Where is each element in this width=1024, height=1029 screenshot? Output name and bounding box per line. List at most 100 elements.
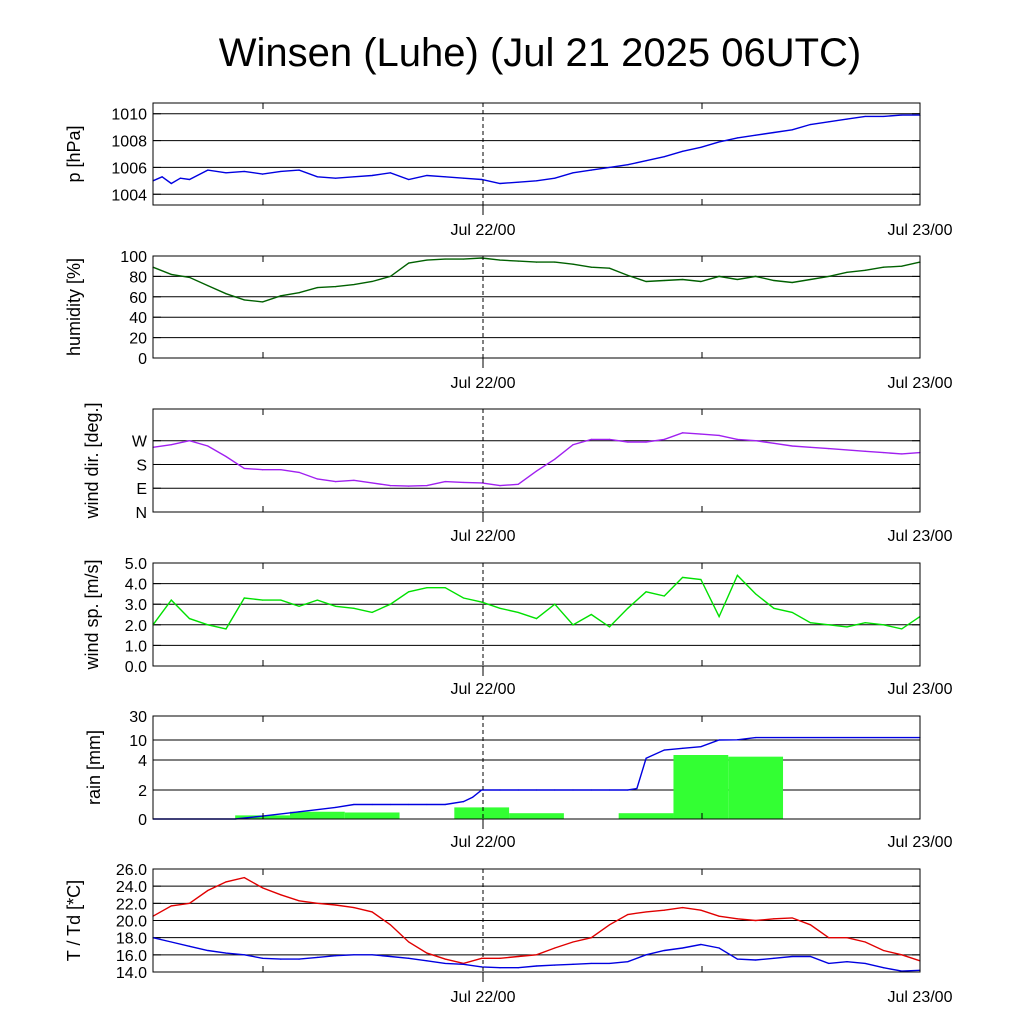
humidity-point [225, 293, 227, 295]
rain-xtick-label: Jul 23/00 [888, 834, 953, 851]
humidity-point [736, 278, 738, 281]
temperature-point [243, 954, 245, 956]
wind_speed-xtick-label: Jul 23/00 [888, 681, 953, 698]
humidity-point [791, 281, 793, 284]
humidity-point [298, 292, 300, 294]
wind_speed-point [517, 611, 519, 614]
rain-bar [344, 812, 400, 819]
pressure-ytick-label: 1008 [111, 134, 147, 151]
temperature-point [736, 958, 738, 960]
temperature-point [170, 941, 172, 943]
humidity-point [901, 265, 903, 267]
pressure-point [517, 181, 519, 183]
temperature-point [663, 909, 665, 911]
humidity-point [882, 266, 885, 268]
rain-point [335, 806, 337, 809]
temperature-point [462, 963, 465, 965]
temperature-point [481, 957, 483, 959]
wind_dir-point [681, 432, 684, 434]
pressure-point [462, 177, 465, 179]
rain-point [535, 789, 538, 791]
wind_dir-point [773, 442, 775, 444]
temperature-point [700, 909, 702, 911]
temperature-point [864, 941, 866, 943]
humidity-point [718, 275, 720, 277]
humidity-xtick-label: Jul 22/00 [451, 375, 516, 392]
wind_dir-point [864, 450, 866, 452]
temperature-point [663, 949, 665, 952]
rain-point [645, 757, 647, 759]
wind_speed-point [608, 626, 611, 628]
temperature-point [371, 911, 373, 913]
rain-point [681, 747, 684, 749]
humidity-point [280, 295, 282, 297]
humidity-ylabel: humidity [%] [64, 258, 84, 356]
humidity-ytick-label: 0 [138, 351, 147, 368]
rain-ylabel: rain [mm] [84, 730, 104, 805]
temperature-point [901, 970, 903, 972]
pressure-point [645, 160, 647, 162]
humidity-series-line [152, 257, 921, 303]
humidity-point [462, 258, 465, 260]
wind_dir-point [718, 434, 720, 437]
temperature-point [408, 957, 410, 959]
wind_dir-ytick-label: S [136, 457, 147, 474]
wind_dir-point [572, 444, 574, 446]
rain-frame [152, 715, 921, 820]
humidity-point [755, 275, 757, 277]
wind_speed-point [773, 607, 775, 609]
temperature-point [426, 952, 428, 954]
wind_speed-point [590, 613, 592, 616]
rain-point [636, 787, 638, 790]
temperature-point [444, 962, 446, 965]
wind_dir-xtick-label: Jul 23/00 [888, 528, 953, 545]
temperature-point [389, 924, 392, 926]
wind_dir-point [207, 445, 209, 447]
wind_speed-ytick-label: 5.0 [125, 556, 147, 573]
rain-point [499, 789, 501, 791]
temperature-point [261, 957, 264, 959]
rain-point [481, 789, 483, 791]
pressure-ytick-label: 1004 [111, 187, 147, 204]
humidity-ytick-label: 80 [129, 269, 147, 286]
temperature-point [828, 962, 830, 965]
wind_speed-point [261, 599, 264, 601]
pressure-point [809, 123, 812, 126]
wind_dir-point [225, 455, 227, 458]
temperature-point [535, 965, 538, 967]
rain-point [590, 789, 592, 791]
humidity-point [243, 299, 245, 301]
humidity-point [335, 286, 337, 288]
pressure-point [901, 114, 903, 116]
temperature-point [207, 889, 209, 892]
wind_dir-point [353, 479, 355, 481]
temperature-point [280, 958, 282, 960]
rain-point [298, 811, 300, 813]
wind_dir-point [736, 438, 738, 440]
temperature-point [627, 961, 629, 963]
temperature-point [243, 876, 245, 879]
temperature-point [882, 949, 885, 952]
temperature-point [316, 902, 318, 904]
temperature-point [846, 961, 848, 963]
pressure-point [353, 176, 355, 178]
wind_dir-ytick-label: N [135, 505, 147, 522]
temperature-point [828, 937, 830, 939]
humidity-point [408, 262, 410, 264]
temperature-point [499, 957, 501, 959]
pressure-xtick-label: Jul 22/00 [451, 222, 516, 239]
pressure-point [663, 156, 665, 158]
wind_speed-point [335, 605, 337, 607]
temperature-point [773, 957, 775, 959]
rain-point [462, 801, 465, 803]
pressure-point [846, 118, 848, 120]
rain-point [353, 803, 355, 806]
wind_dir-point [590, 438, 592, 440]
rain-point [408, 803, 410, 806]
wind_dir-point [700, 433, 702, 435]
rain-bar [618, 813, 674, 819]
pressure-point [316, 176, 318, 178]
temperature-point [335, 955, 337, 957]
humidity-point [663, 279, 665, 282]
temperature-point [645, 911, 647, 913]
